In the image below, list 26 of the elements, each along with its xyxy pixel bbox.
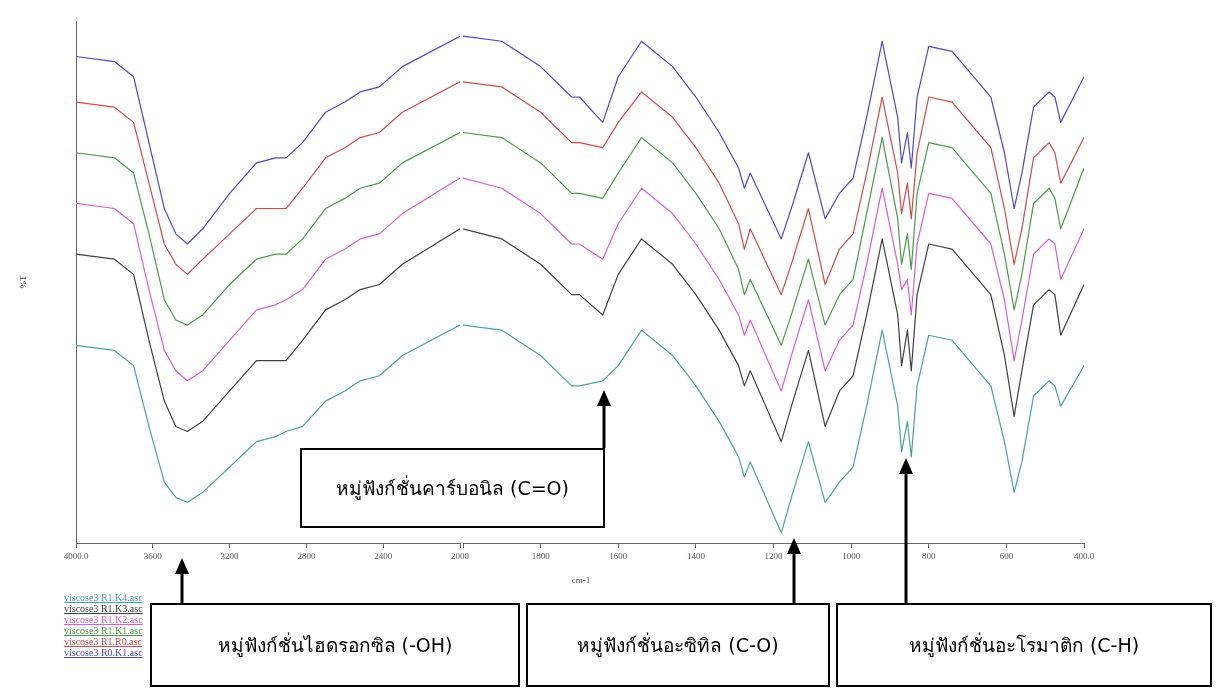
x-tick-label: 1200 xyxy=(764,550,783,561)
x-tick-label: 4000.0 xyxy=(63,550,89,561)
text: viscose3 R1.R0.asc xyxy=(64,636,143,647)
text: viscose3 R1.K3.asc xyxy=(64,603,143,614)
x-tick-label: 3600 xyxy=(143,550,163,561)
text: viscose3 R1.K2.asc xyxy=(64,614,143,625)
text: viscose3 R1.K4.asc xyxy=(64,592,143,603)
text: viscose3 R0.K1.asc xyxy=(64,647,143,658)
x-axis-title: cm-1 xyxy=(571,574,591,585)
x-tick-label: 1400 xyxy=(686,550,706,561)
x-tick-label: 800 xyxy=(922,550,936,561)
callout-box: หมู่ฟังก์ชั่นไฮดรอกซิล (-OH) xyxy=(150,603,520,687)
x-tick-label: 400.0 xyxy=(1073,550,1095,561)
x-tick-label: 1000 xyxy=(842,550,861,561)
x-tick-label: 1600 xyxy=(609,550,628,561)
callout-box: หมู่ฟังก์ชั่นอะโรมาติก (C-H) xyxy=(836,603,1212,687)
x-tick-label: 2000 xyxy=(451,550,470,561)
x-tick-label: 1800 xyxy=(531,550,551,561)
x-tick-label: 2800 xyxy=(297,550,316,561)
x-tick-label: 2400 xyxy=(374,550,393,561)
x-tick-label: 600 xyxy=(999,550,1014,561)
callout-box: หมู่ฟังก์ชั่นคาร์บอนิล (C=O) xyxy=(300,448,605,528)
y-axis-title: %T xyxy=(17,275,28,289)
text: viscose3 R1.K1.asc xyxy=(64,625,143,636)
x-tick-label: 3200 xyxy=(220,550,240,561)
callout-box: หมู่ฟังก์ชั่นอะซิทิล (C-O) xyxy=(526,603,830,687)
